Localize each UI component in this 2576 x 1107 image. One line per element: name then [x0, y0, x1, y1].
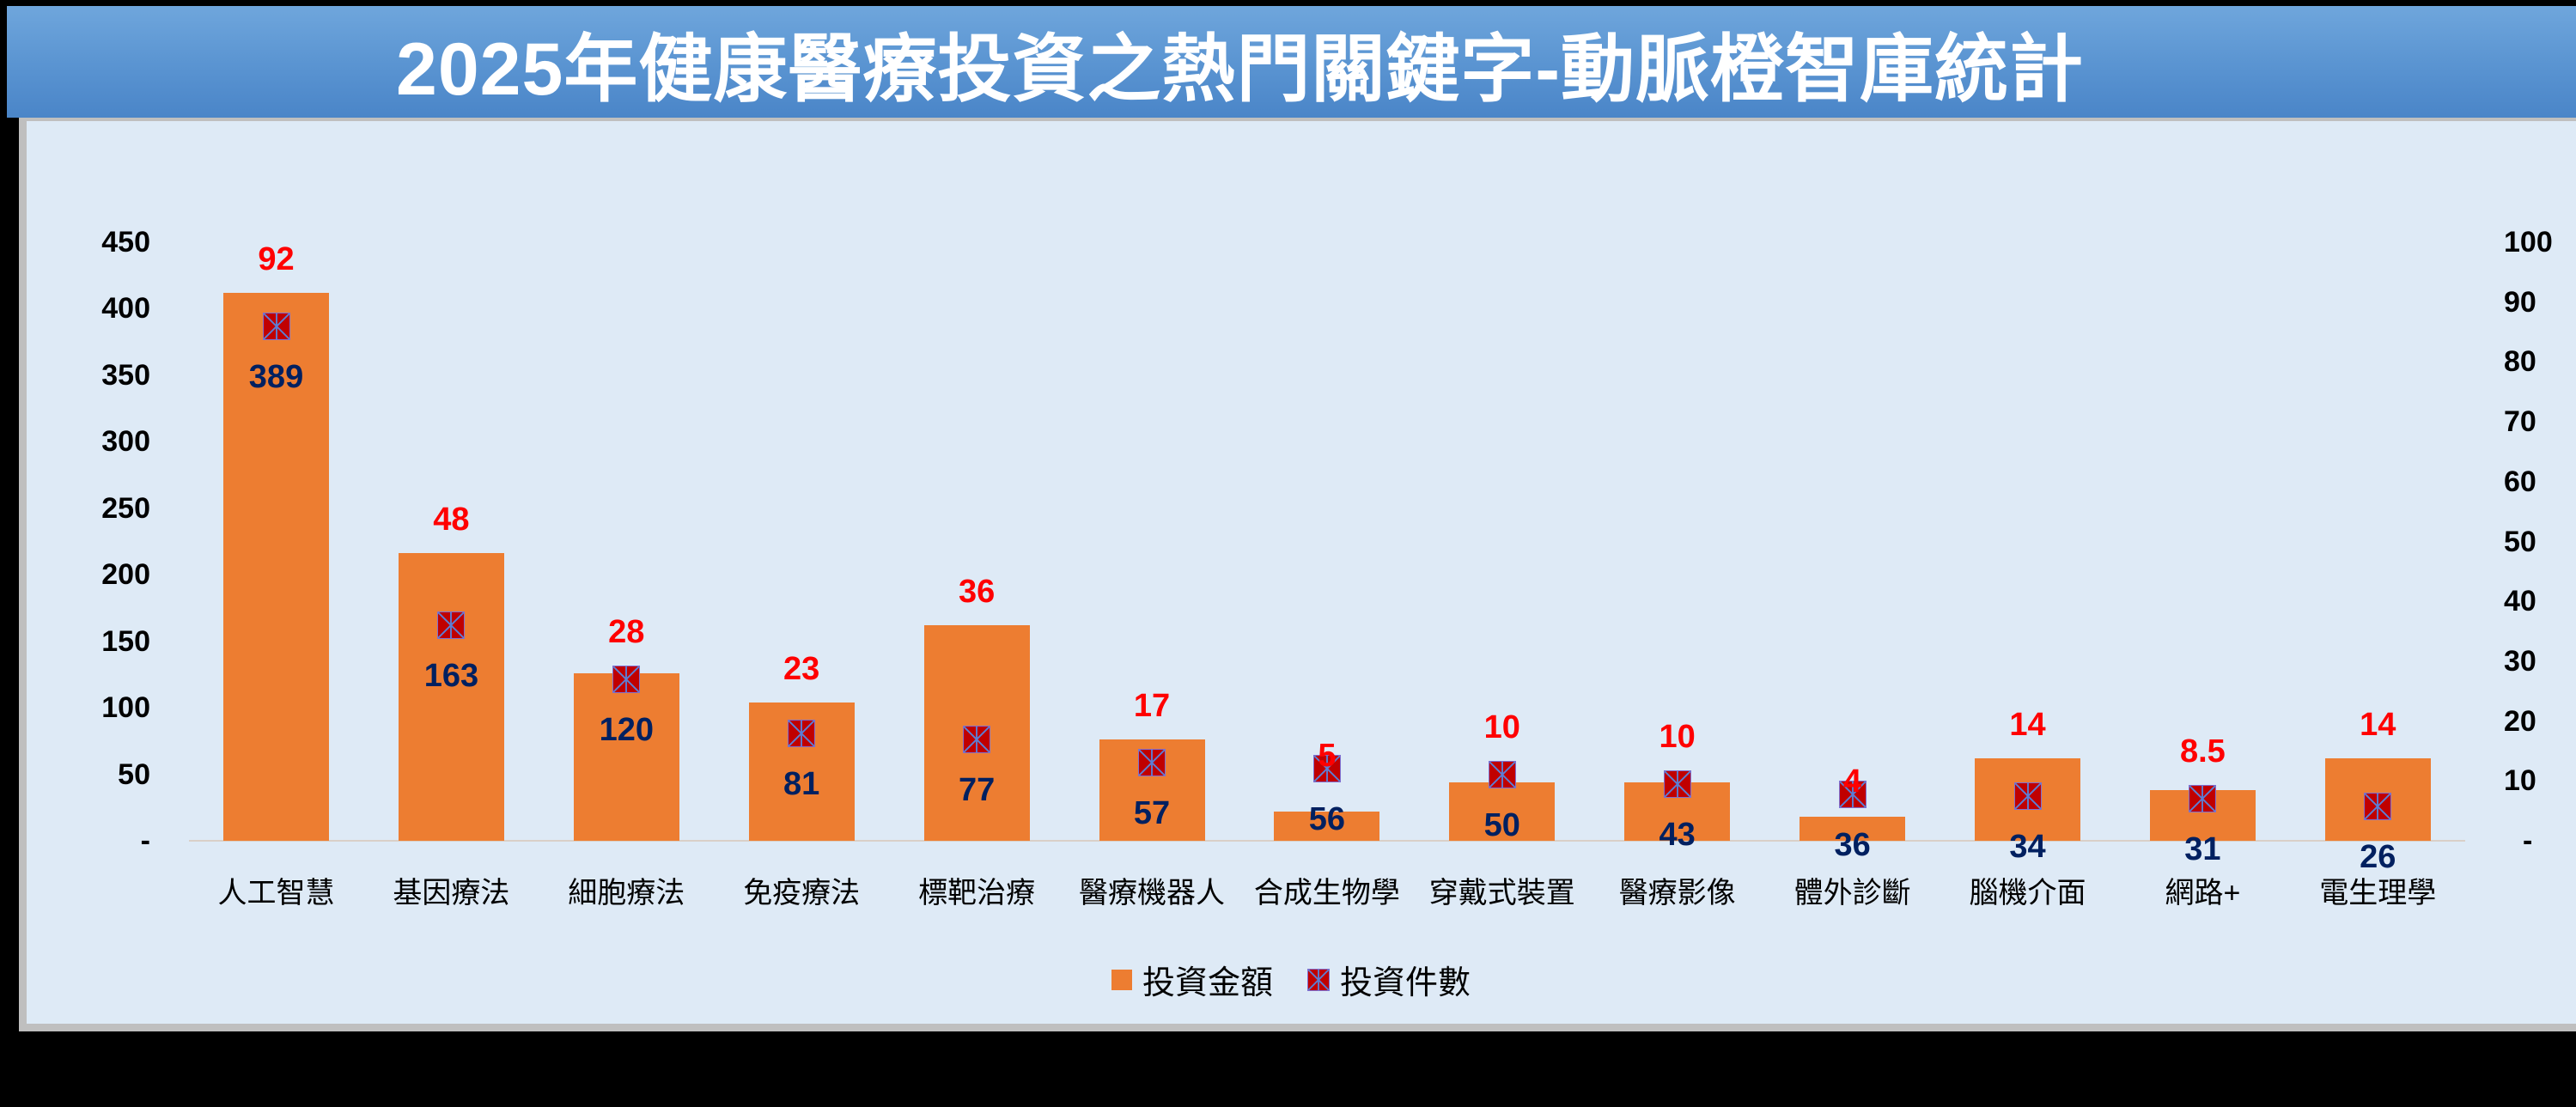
x-axis-category-label: 醫療影像 — [1618, 877, 1736, 909]
legend-bar-swatch-icon — [1111, 969, 1132, 990]
left-axis-tick: 350 — [101, 358, 150, 392]
count-data-label: 120 — [599, 711, 654, 748]
left-axis-tick: 250 — [101, 491, 150, 525]
count-data-label: 43 — [1659, 816, 1696, 853]
x-axis-category-label: 穿戴式裝置 — [1428, 877, 1575, 909]
x-axis-category-label: 合成生物學 — [1253, 877, 1400, 909]
count-marker-icon[interactable] — [2364, 792, 2392, 820]
count-data-label: 81 — [783, 765, 820, 802]
amount-data-label: 28 — [608, 613, 645, 650]
chart-title: 2025年健康醫療投資之熱門關鍵字-動脈橙智庫統計 — [396, 27, 2084, 111]
bar-1[interactable] — [223, 292, 329, 841]
amount-data-label: 36 — [958, 574, 996, 611]
count-data-label: 26 — [2360, 838, 2396, 875]
count-data-label: 57 — [1133, 795, 1171, 832]
count-marker-icon[interactable] — [1488, 761, 1516, 789]
amount-data-label: 14 — [2009, 706, 2046, 743]
x-axis-category-label: 網路+ — [2165, 877, 2241, 909]
left-axis-tick: 300 — [101, 425, 150, 459]
amount-data-label: 48 — [433, 502, 470, 538]
count-marker-icon[interactable] — [2189, 785, 2217, 813]
x-axis-category-label: 免疫療法 — [743, 877, 861, 909]
count-data-label: 389 — [248, 358, 304, 395]
legend: 投資金額 投資件數 — [1111, 956, 1471, 1003]
amount-data-label: 5 — [1318, 738, 1337, 775]
x-axis-category-label: 電生理學 — [2319, 877, 2437, 909]
count-data-label: 36 — [1834, 826, 1871, 863]
x-axis-category-label: 腦機介面 — [1969, 877, 2086, 909]
left-axis-tick: 100 — [101, 691, 150, 725]
right-axis-tick: 60 — [2504, 465, 2536, 498]
right-axis-tick: 100 — [2504, 226, 2553, 259]
right-axis-tick: 70 — [2504, 405, 2536, 439]
count-data-label: 77 — [958, 771, 996, 808]
x-axis-category-label: 醫療機器人 — [1079, 877, 1225, 909]
left-axis-tick: 200 — [101, 558, 150, 592]
left-axis-tick: 450 — [101, 226, 150, 259]
bar-2[interactable] — [398, 553, 504, 841]
right-axis-tick: 10 — [2504, 764, 2536, 798]
chart-panel — [19, 118, 2576, 1031]
right-axis-tick: 30 — [2504, 644, 2536, 678]
x-axis-category-label: 體外診斷 — [1793, 877, 1911, 909]
right-axis-tick: 50 — [2504, 525, 2536, 558]
count-data-label: 31 — [2184, 831, 2221, 868]
count-marker-icon[interactable] — [612, 665, 641, 693]
amount-data-label: 23 — [783, 650, 820, 687]
count-marker-icon[interactable] — [963, 725, 991, 753]
bar-7[interactable] — [1274, 811, 1380, 841]
count-marker-icon[interactable] — [1838, 780, 1867, 808]
right-axis-tick: 80 — [2504, 345, 2536, 379]
count-data-label: 50 — [1483, 807, 1520, 844]
count-data-label: 34 — [2009, 828, 2046, 865]
amount-data-label: 17 — [1133, 688, 1171, 725]
x-axis-category-label: 細胞療法 — [568, 877, 685, 909]
left-axis-tick: 50 — [118, 757, 150, 791]
x-axis-category-label: 基因療法 — [393, 877, 510, 909]
amount-data-label: 14 — [2360, 706, 2396, 743]
legend-bar-label: 投資金額 — [1142, 965, 1274, 1001]
right-axis-tick: 40 — [2504, 585, 2536, 618]
bar-8[interactable] — [1449, 782, 1556, 841]
x-axis-category-label: 標靶治療 — [918, 877, 1036, 909]
left-axis-tick: 400 — [101, 292, 150, 325]
bar-10[interactable] — [1800, 817, 1906, 841]
amount-data-label: 10 — [1483, 709, 1520, 746]
left-axis-tick: 150 — [101, 624, 150, 658]
count-marker-icon[interactable] — [437, 611, 466, 640]
x-axis-category-label: 人工智慧 — [217, 877, 335, 909]
right-axis-tick: 20 — [2504, 704, 2536, 738]
count-marker-icon[interactable] — [788, 719, 816, 747]
legend-marker-label: 投資件數 — [1340, 965, 1471, 1001]
count-marker-icon[interactable] — [262, 312, 290, 340]
count-marker-icon[interactable] — [1138, 749, 1166, 777]
amount-data-label: 4 — [1843, 763, 1862, 800]
count-marker-icon[interactable] — [2013, 782, 2042, 810]
right-axis-tick: 90 — [2504, 285, 2536, 319]
right-axis-tick: - — [2523, 824, 2533, 857]
amount-data-label: 92 — [258, 240, 295, 277]
x-axis-line — [189, 840, 2465, 842]
amount-data-label: 10 — [1659, 718, 1696, 755]
count-marker-icon[interactable] — [1312, 755, 1341, 783]
count-data-label: 56 — [1308, 801, 1346, 838]
count-data-label: 163 — [423, 658, 479, 695]
legend-marker-swatch-icon — [1307, 968, 1331, 991]
bar-3[interactable] — [573, 672, 679, 841]
amount-data-label: 8.5 — [2179, 733, 2226, 770]
title-bar: 2025年健康醫療投資之熱門關鍵字-動脈橙智庫統計 — [7, 6, 2576, 118]
left-axis-tick: - — [140, 824, 150, 857]
count-marker-icon[interactable] — [1663, 769, 1691, 798]
